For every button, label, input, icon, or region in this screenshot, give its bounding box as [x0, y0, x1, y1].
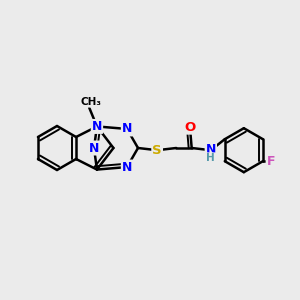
Text: N: N — [92, 120, 102, 133]
Text: O: O — [184, 121, 196, 134]
Text: N: N — [89, 142, 99, 154]
Text: F: F — [267, 155, 275, 168]
Text: N: N — [122, 122, 132, 135]
Text: N: N — [122, 160, 132, 174]
Text: CH₃: CH₃ — [81, 97, 102, 107]
Text: H: H — [206, 153, 215, 163]
Text: S: S — [152, 144, 162, 157]
Text: N: N — [206, 143, 216, 156]
